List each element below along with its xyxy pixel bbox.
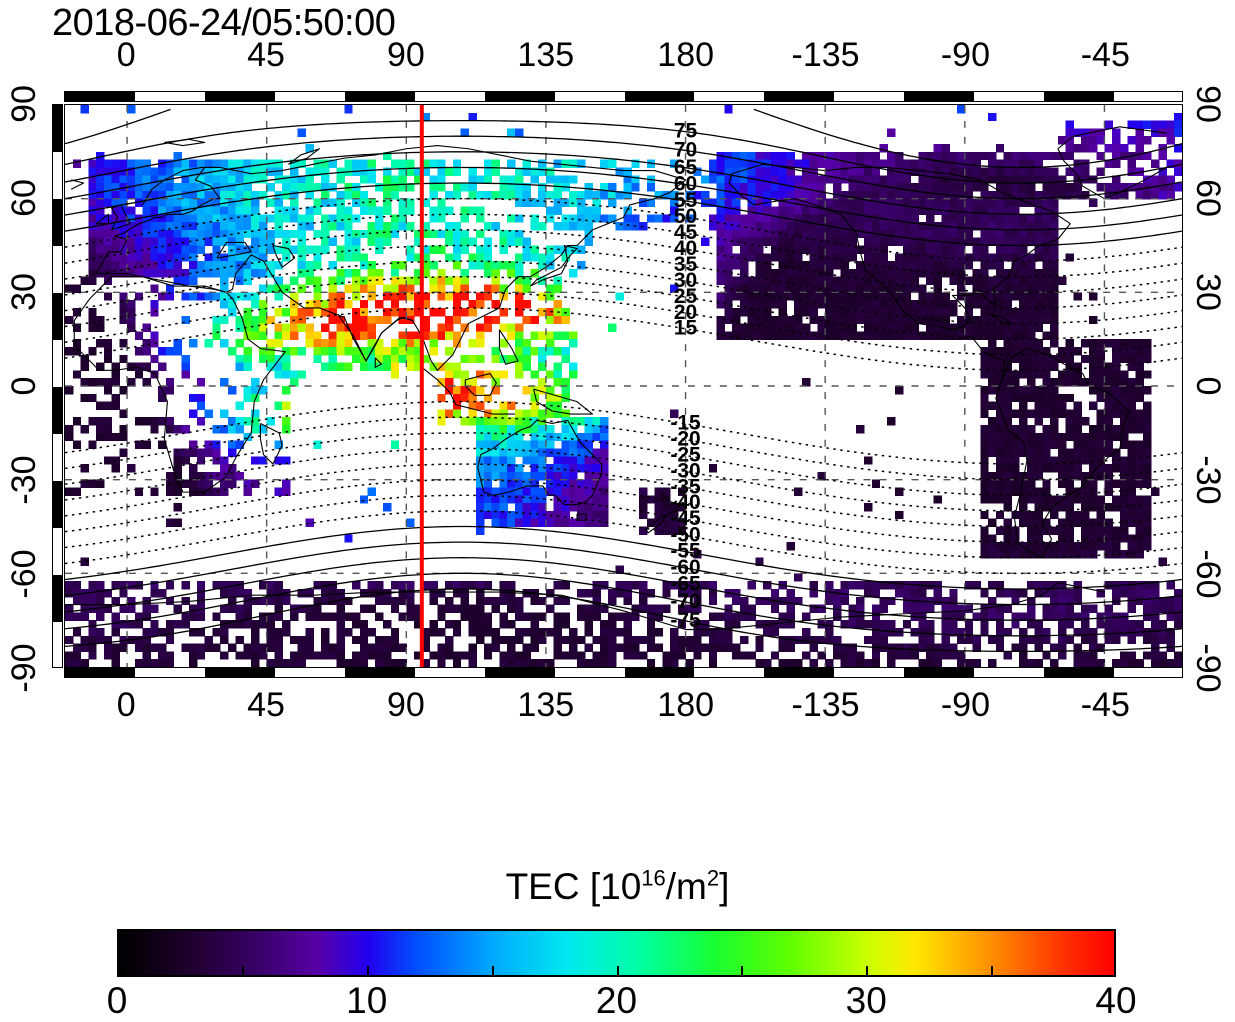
colorbar-tick	[616, 966, 619, 977]
axis-tick-label: 45	[247, 686, 285, 724]
axis-tick-label: -90	[940, 686, 990, 724]
axis-border-segment	[53, 575, 62, 622]
axis-border-segment	[53, 293, 62, 340]
colorbar-tick-label: 40	[1095, 980, 1137, 1021]
axis-border-left	[52, 104, 63, 668]
axis-border-segment	[53, 387, 62, 434]
svg-text:-60: -60	[670, 556, 700, 579]
axis-tick-label: 45	[247, 36, 285, 74]
svg-text:20: 20	[674, 301, 697, 324]
axis-tick-label: -45	[1080, 36, 1130, 74]
svg-text:-20: -20	[670, 428, 700, 451]
axis-tick-label: 90	[386, 686, 425, 724]
axis-tick-label: 60	[1189, 179, 1227, 217]
colorbar-tick	[866, 966, 869, 977]
axis-tick-label: -30	[5, 455, 43, 505]
axis-tick-label: 135	[517, 36, 575, 74]
axis-tick-label: -45	[1080, 686, 1130, 724]
svg-text:-45: -45	[670, 507, 701, 530]
axis-border-segment	[904, 92, 975, 101]
axis-border-top	[64, 91, 1183, 102]
axis-tick-label: 0	[116, 36, 136, 74]
axis-border-segment	[624, 668, 695, 677]
svg-text:60: 60	[674, 173, 697, 196]
svg-text:15: 15	[674, 317, 698, 340]
svg-text:30: 30	[674, 269, 697, 292]
axis-border-segment	[344, 92, 415, 101]
axis-border-segment	[344, 668, 415, 677]
axis-border-segment	[204, 92, 275, 101]
axis-tick-label: -90	[1189, 643, 1227, 693]
axis-tick-label: 0	[116, 686, 136, 724]
axis-tick-label: 60	[5, 179, 43, 217]
map-clip: 75 70 65 60 55 50 45 40 35 30 25 20 15 -15 -20 -25 -30 -3…	[65, 105, 1182, 667]
svg-text:25: 25	[674, 285, 698, 308]
colorbar-tick-label: 0	[106, 980, 128, 1021]
axis-border-segment	[904, 668, 975, 677]
svg-text:-70: -70	[670, 590, 700, 613]
axis-tick-label: -135	[791, 686, 860, 724]
svg-text:-50: -50	[670, 523, 700, 546]
axis-tick-label: 0	[1189, 376, 1227, 396]
map-plot-frame: 75 70 65 60 55 50 45 40 35 30 25 20 15 -15 -20 -25 -30 -3…	[48, 85, 1184, 684]
axis-tick-label: 30	[1189, 273, 1227, 311]
svg-text:-25: -25	[670, 443, 701, 466]
svg-text:50: 50	[674, 205, 697, 228]
svg-text:-15: -15	[670, 412, 701, 435]
colorbar-tick-label: 30	[845, 980, 887, 1021]
axis-border-segment	[1044, 92, 1115, 101]
page-title: 2018-06-24/05:50:00	[52, 2, 396, 44]
axis-border-segment	[764, 668, 835, 677]
axis-border-segment	[764, 92, 835, 101]
axis-border-segment	[65, 668, 135, 677]
colorbar-tick	[366, 966, 369, 977]
axis-tick-label: -90	[5, 643, 43, 693]
axis-tick-label: 0	[5, 376, 43, 396]
axis-tick-label: 90	[5, 85, 43, 123]
colorbar-title: TEC [1016/m2]	[505, 866, 730, 908]
axis-border-bottom	[64, 667, 1183, 678]
axis-tick-label: -90	[940, 36, 990, 74]
axis-tick-label: -135	[791, 36, 860, 74]
axis-tick-label: 135	[517, 686, 575, 724]
axis-tick-label: -60	[1189, 549, 1227, 599]
svg-text:45: 45	[674, 221, 698, 244]
colorbar-tick	[491, 966, 494, 977]
svg-text:-35: -35	[670, 475, 701, 498]
axis-tick-label: -30	[1189, 455, 1227, 505]
axis-border-segment	[53, 481, 62, 528]
colorbar-tick-label: 20	[595, 980, 638, 1021]
svg-text:-30: -30	[670, 459, 700, 482]
axis-tick-label: 90	[386, 36, 425, 74]
axis-tick-label: 180	[657, 686, 715, 724]
svg-text:40: 40	[674, 237, 697, 260]
colorbar-tick	[241, 966, 244, 977]
axis-border-segment	[1044, 668, 1115, 677]
map-canvas[interactable]: 75 70 65 60 55 50 45 40 35 30 25 20 15 -15 -20 -25 -30 -3…	[64, 104, 1183, 668]
axis-tick-label: 30	[5, 273, 43, 311]
colorbar-tick	[991, 966, 994, 977]
svg-text:70: 70	[674, 138, 697, 161]
axis-border-segment	[65, 92, 135, 101]
axis-tick-label: 90	[1189, 85, 1227, 123]
svg-text:35: 35	[674, 253, 698, 276]
axis-border-segment	[204, 668, 275, 677]
svg-text:55: 55	[674, 189, 698, 212]
axis-border-segment	[53, 199, 62, 246]
axis-tick-label: 180	[657, 36, 715, 74]
svg-text:75: 75	[674, 120, 698, 143]
axis-border-segment	[484, 668, 555, 677]
axis-tick-label: -60	[5, 549, 43, 599]
axis-border-segment	[484, 92, 555, 101]
svg-text:-65: -65	[670, 573, 701, 596]
axis-border-segment	[53, 105, 62, 152]
axis-border-segment	[624, 92, 695, 101]
svg-text:-40: -40	[670, 491, 700, 514]
svg-text:65: 65	[674, 156, 698, 179]
svg-text:-55: -55	[670, 540, 701, 563]
colorbar-tick	[741, 966, 744, 977]
colorbar-tick-label: 10	[346, 980, 388, 1021]
svg-text:-75: -75	[670, 609, 701, 632]
